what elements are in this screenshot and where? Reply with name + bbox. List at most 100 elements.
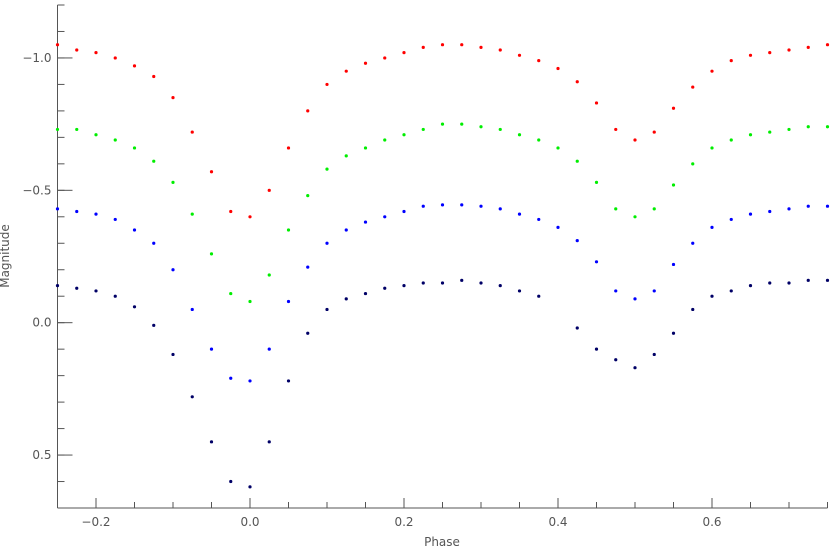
data-point — [421, 45, 425, 49]
data-point — [113, 56, 117, 60]
data-point — [517, 133, 522, 137]
data-point — [94, 212, 98, 216]
data-point — [594, 260, 599, 264]
data-point — [94, 289, 98, 293]
axes: −0.2 0.0 0.2 0.4 0.6 −1.0 −0.5 0.0 0.5 — [22, 4, 828, 529]
data-point — [479, 281, 483, 285]
data-point — [440, 122, 445, 126]
data-point — [113, 217, 117, 222]
data-point — [209, 440, 214, 444]
data-point — [787, 48, 791, 52]
data-point — [132, 228, 137, 232]
data-point — [652, 352, 656, 357]
data-point — [806, 278, 810, 282]
data-point — [248, 485, 252, 489]
data-point — [286, 379, 291, 383]
data-point — [498, 207, 502, 211]
data-point — [498, 48, 502, 52]
data-point — [383, 56, 387, 60]
data-point — [132, 305, 137, 309]
data-point — [113, 138, 117, 142]
data-point — [286, 146, 291, 150]
data-point — [113, 294, 117, 298]
data-point — [344, 69, 348, 73]
x-axis-label: Phase — [424, 535, 460, 549]
x-tick-label: 0.0 — [240, 515, 259, 529]
data-point — [171, 96, 175, 100]
data-point — [75, 286, 79, 290]
data-point — [633, 297, 637, 301]
data-point — [55, 127, 60, 132]
x-tick-label: 0.4 — [548, 515, 567, 529]
data-point — [594, 180, 599, 184]
data-point — [460, 278, 464, 282]
data-point — [402, 133, 406, 137]
data-point — [479, 204, 483, 208]
data-point — [787, 281, 791, 285]
data-point — [94, 133, 98, 137]
data-point — [171, 268, 175, 272]
data-point — [460, 43, 464, 47]
data-point — [671, 183, 676, 187]
data-point — [152, 74, 156, 79]
data-point — [806, 204, 810, 208]
data-point — [306, 265, 310, 269]
data-point — [344, 154, 348, 158]
data-point — [75, 48, 79, 52]
data-point — [190, 212, 194, 216]
data-point — [440, 43, 445, 47]
data-point — [710, 294, 714, 298]
data-point — [768, 51, 772, 55]
data-point — [614, 358, 618, 362]
data-point — [75, 127, 79, 132]
data-point — [652, 289, 656, 293]
data-point — [537, 294, 541, 298]
x-tick-label: 0.6 — [702, 515, 721, 529]
data-point — [209, 347, 214, 351]
data-point — [383, 215, 387, 219]
data-point — [537, 138, 541, 142]
data-point — [286, 228, 291, 232]
data-point — [556, 146, 560, 150]
data-point — [55, 284, 60, 288]
data-point — [325, 307, 329, 312]
data-point — [614, 289, 618, 293]
data-points — [55, 43, 830, 489]
y-tick-label: 0.5 — [32, 448, 51, 462]
data-point — [363, 61, 368, 65]
y-axis-label: Magnitude — [0, 224, 12, 288]
data-point — [383, 138, 387, 142]
data-point — [710, 146, 714, 150]
data-point — [421, 281, 425, 285]
data-point — [363, 146, 368, 150]
data-point — [132, 64, 137, 68]
data-point — [768, 209, 772, 214]
data-point — [556, 66, 560, 71]
data-point — [55, 43, 60, 47]
data-point — [671, 106, 676, 110]
series-1 — [55, 122, 830, 304]
data-point — [748, 212, 753, 216]
data-point — [325, 82, 329, 87]
data-point — [710, 225, 714, 229]
data-point — [806, 125, 810, 129]
data-point — [787, 207, 791, 211]
data-point — [575, 159, 579, 163]
data-point — [402, 209, 406, 214]
data-point — [190, 395, 194, 399]
y-tick-label: −1.0 — [22, 51, 51, 65]
data-point — [248, 299, 252, 304]
data-point — [267, 440, 271, 444]
data-point — [55, 207, 60, 211]
data-point — [402, 284, 406, 288]
data-point — [75, 209, 79, 214]
data-point — [171, 352, 175, 357]
data-point — [691, 241, 695, 245]
data-point — [306, 194, 310, 198]
data-point — [575, 80, 579, 84]
data-point — [248, 379, 252, 383]
data-point — [633, 215, 637, 219]
data-point — [344, 228, 348, 232]
data-point — [594, 101, 599, 105]
data-point — [748, 133, 753, 137]
